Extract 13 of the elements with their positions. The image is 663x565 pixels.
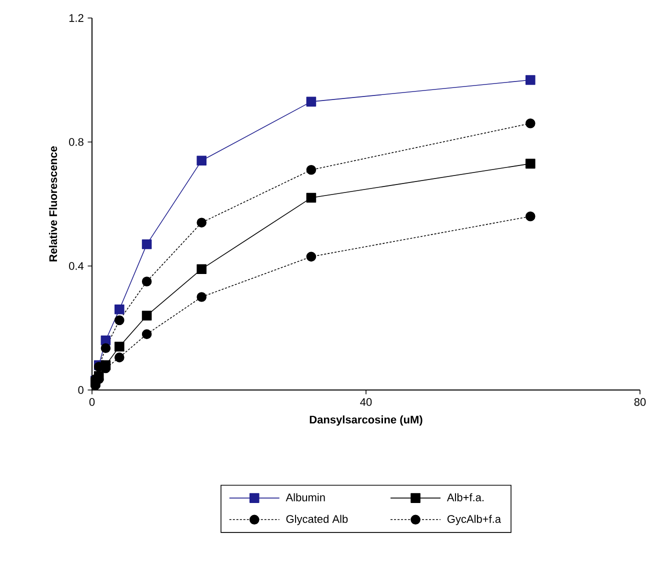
y-tick-label: 0.4	[69, 262, 84, 270]
x-tick-label: 40	[360, 398, 372, 406]
y-tick-label: 0	[78, 386, 84, 394]
y-tick-label: 0.8	[69, 138, 84, 146]
legend-label: Alb+f.a.	[446, 493, 484, 502]
x-axis-title: Dansylsarcosine (uM)	[310, 415, 422, 426]
x-tick-label: 0	[89, 398, 95, 406]
y-tick-label: 1.2	[69, 14, 84, 22]
legend-label: Albumin	[286, 493, 325, 502]
y-axis-title: Relative Fluorescence	[48, 146, 58, 262]
legend-label: Glycated Alb	[286, 514, 348, 526]
x-tick-label: 80	[634, 398, 646, 406]
legend-label: GycAlb+f.a	[447, 514, 502, 526]
